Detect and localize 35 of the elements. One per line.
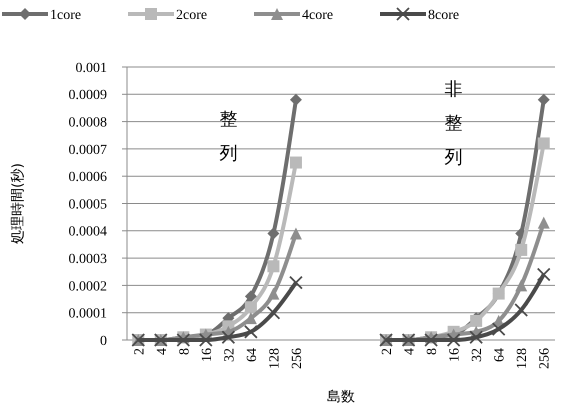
x-tick-label: 4 (402, 348, 418, 355)
annotation: 整列 (219, 109, 238, 164)
x-tick-label: 32 (470, 348, 486, 362)
legend-label: 2core (176, 8, 208, 23)
x-tick-label: 16 (448, 348, 463, 362)
x-tick-label: 256 (290, 348, 305, 369)
y-tick-label: 0.0004 (68, 224, 107, 240)
y-tick-label: 0.001 (76, 60, 107, 76)
y-tick-label: 0.0007 (68, 142, 107, 158)
x-tick-label: 8 (177, 348, 192, 355)
y-tick-label: 0.0005 (68, 197, 107, 212)
x-tick-label: 2 (380, 348, 396, 355)
x-tick-label: 64 (492, 348, 508, 362)
x-tick-label: 256 (538, 348, 553, 369)
y-tick-label: 0.0008 (68, 116, 107, 130)
x-tick-label: 64 (244, 348, 260, 362)
legend-label: 4core (302, 8, 334, 23)
x-tick-label: 128 (515, 348, 530, 369)
y-axis-title: 処理時間(秒) (10, 163, 26, 244)
y-tick-label: 0 (100, 334, 107, 349)
annotation: 非整列 (444, 79, 463, 168)
legend-label: 1core (50, 8, 82, 23)
x-tick-label: 2 (132, 348, 148, 355)
y-tick-label: 0.0002 (68, 279, 107, 294)
y-tick-label: 0.0006 (68, 170, 107, 186)
y-tick-label: 0.0001 (68, 306, 107, 322)
x-axis-title: 島数 (327, 389, 355, 405)
legend-label: 8core (428, 8, 460, 23)
x-tick-label: 16 (200, 348, 215, 362)
y-tick-label: 0.0003 (68, 252, 107, 267)
x-tick-label: 128 (267, 348, 282, 369)
y-tick-label: 0.0009 (68, 88, 107, 104)
x-tick-label: 32 (222, 348, 238, 362)
x-tick-label: 8 (425, 348, 440, 355)
x-tick-label: 4 (154, 348, 170, 355)
